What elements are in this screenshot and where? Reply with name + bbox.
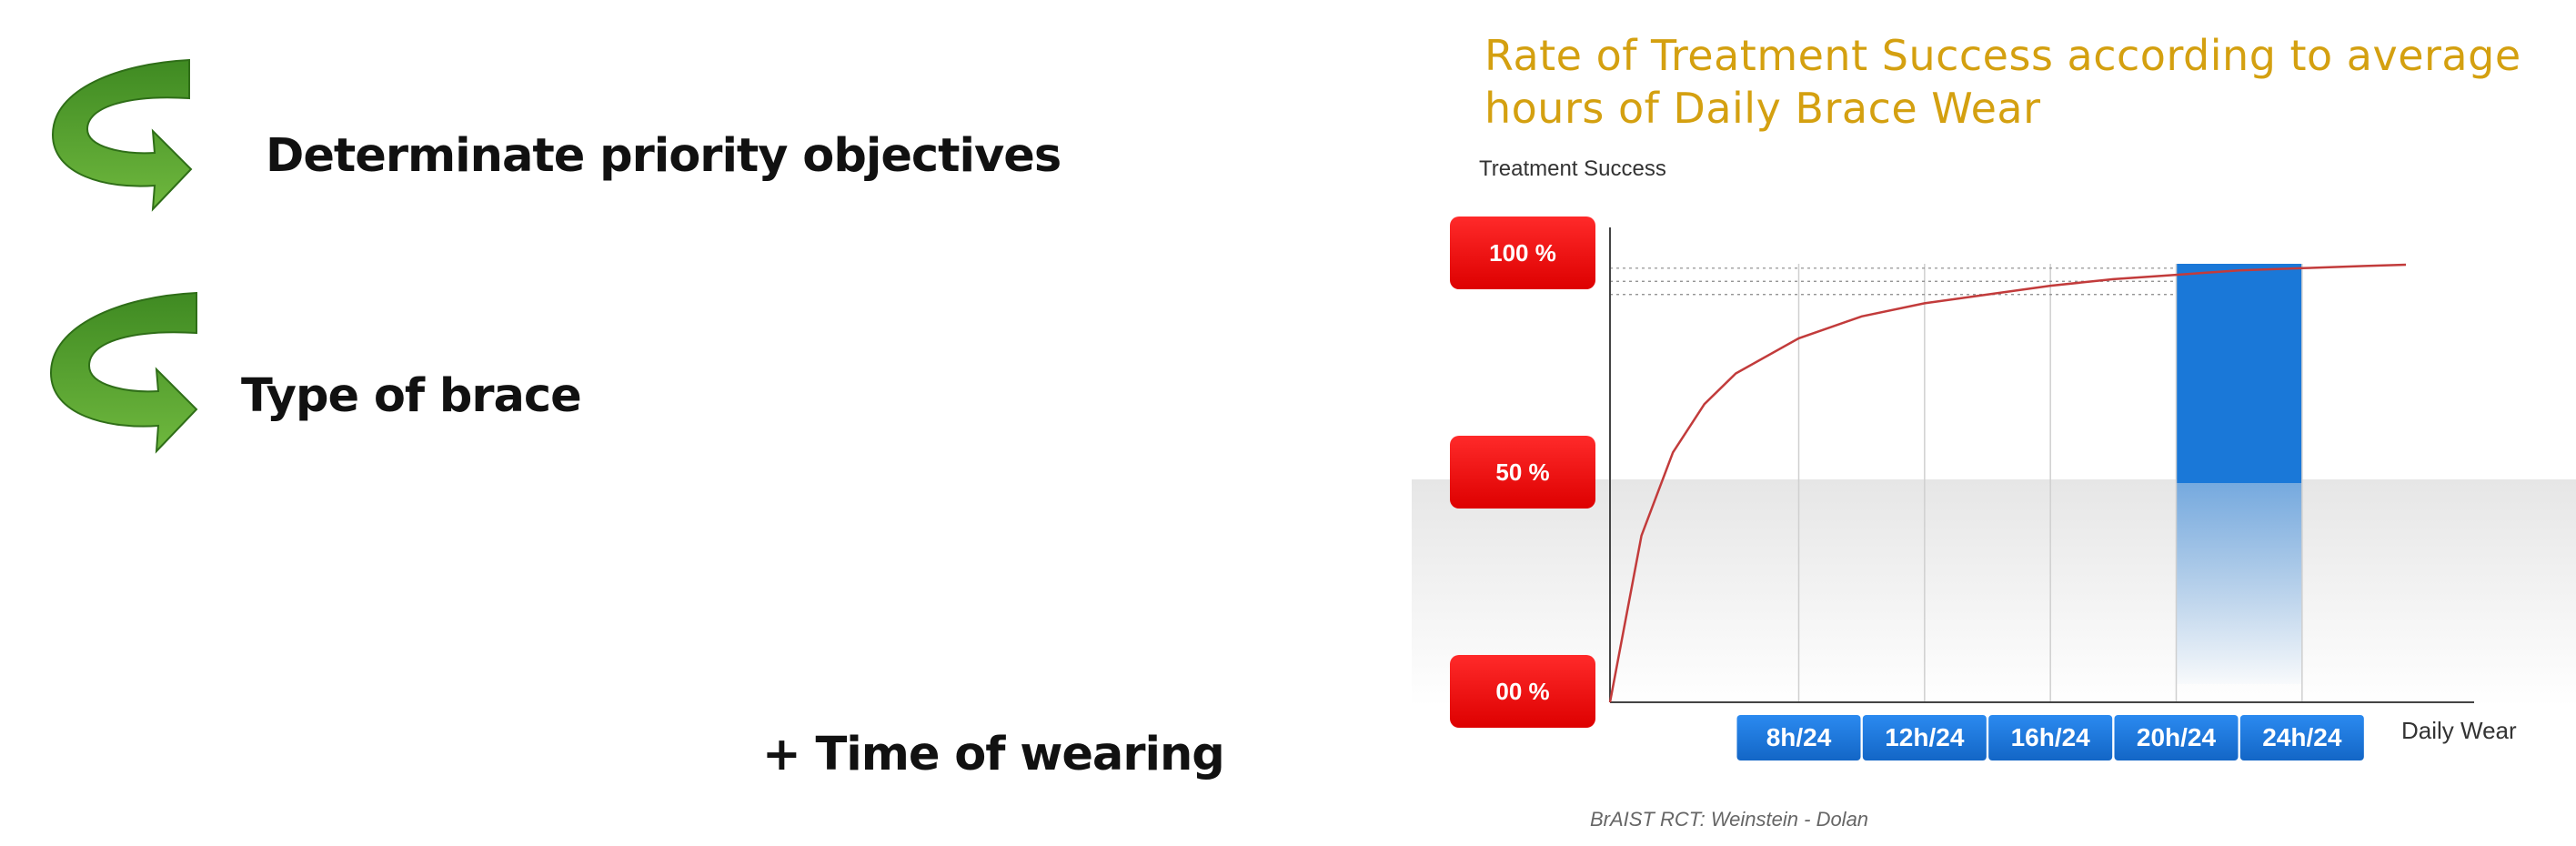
- chart-source: BrAIST RCT: Weinstein - Dolan: [1590, 808, 1869, 831]
- x-axis-title: Daily Wear: [2401, 717, 2517, 744]
- chart-title: Rate of Treatment Success according to a…: [1484, 31, 2521, 133]
- curved-arrow-icon: [49, 291, 198, 454]
- bullet-determinate-priority-objectives: Determinate priority objectives: [266, 129, 1062, 183]
- chart-background: [1412, 479, 2576, 707]
- x-tick-badge: [1736, 715, 1861, 760]
- highlight-band: [2176, 264, 2302, 483]
- y-tick-label: 100 %: [1489, 239, 1556, 267]
- y-tick-badge: [1450, 655, 1595, 728]
- curved-arrow-icon: [51, 58, 193, 212]
- x-tick-label: 8h/24: [1766, 723, 1832, 751]
- x-tick-label: 24h/24: [2262, 723, 2342, 751]
- x-tick-label: 20h/24: [2137, 723, 2217, 751]
- y-axis-title: Treatment Success: [1479, 156, 1666, 181]
- success-curve: [1608, 263, 2407, 703]
- x-tick-label: 16h/24: [2011, 723, 2091, 751]
- y-tick-label: 00 %: [1495, 678, 1549, 705]
- x-tick-badge: [1862, 715, 1987, 760]
- x-tick-badge: [1988, 715, 2113, 760]
- y-tick-label: 50 %: [1495, 458, 1549, 486]
- x-tick-badge: [2114, 715, 2239, 760]
- y-tick-badge: [1450, 217, 1595, 289]
- x-tick-badge: [2239, 715, 2364, 760]
- highlight-band-reflection: [2176, 483, 2302, 684]
- x-tick-label: 12h/24: [1885, 723, 1965, 751]
- bullet-time-of-wearing: + Time of wearing: [762, 728, 1225, 781]
- y-tick-badge: [1450, 436, 1595, 509]
- bullet-type-of-brace: Type of brace: [241, 369, 582, 423]
